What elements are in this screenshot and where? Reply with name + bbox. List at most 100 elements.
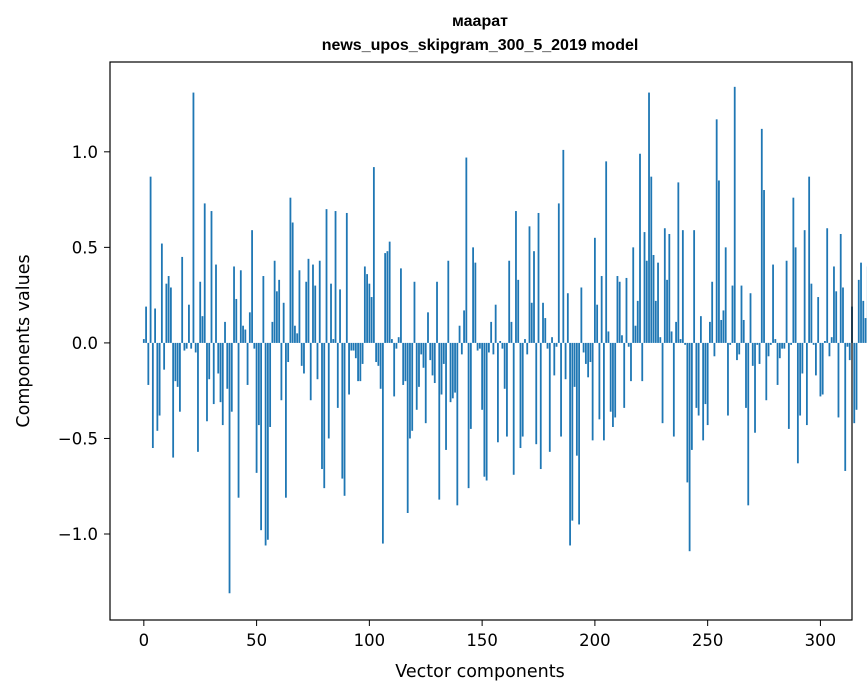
bar-34 — [219, 342, 222, 403]
bar-194 — [580, 287, 583, 343]
bar-140 — [458, 325, 461, 343]
bar-101 — [370, 297, 373, 343]
bar-118 — [409, 342, 411, 439]
bar-282 — [778, 342, 781, 359]
bar-263 — [736, 342, 738, 361]
bar-3 — [149, 176, 152, 343]
bar-67 — [294, 325, 296, 343]
bar-175 — [537, 212, 540, 343]
bar-262 — [733, 86, 736, 343]
bar-156 — [494, 304, 497, 343]
bar-144 — [467, 342, 470, 489]
bar-272 — [756, 342, 759, 345]
bar-59 — [275, 291, 278, 343]
bar-310 — [842, 287, 844, 343]
bar-249 — [704, 342, 707, 405]
bar-220 — [639, 153, 641, 343]
bar-115 — [402, 342, 405, 385]
bar-141 — [460, 342, 463, 355]
bar-276 — [765, 342, 768, 401]
bar-52 — [260, 342, 262, 531]
bar-264 — [738, 342, 741, 355]
bar-247 — [699, 316, 702, 343]
bar-307 — [835, 291, 838, 343]
bar-296 — [810, 283, 813, 343]
bar-26 — [201, 316, 204, 343]
bar-304 — [828, 342, 831, 357]
bar-290 — [796, 342, 799, 464]
bar-130 — [436, 281, 438, 343]
bar-58 — [273, 260, 276, 343]
bar-7 — [158, 342, 161, 416]
bar-148 — [476, 342, 479, 351]
bar-93 — [352, 342, 355, 351]
bar-13 — [172, 342, 175, 458]
bar-133 — [442, 342, 445, 364]
bar-81 — [325, 209, 328, 343]
bar-258 — [724, 247, 727, 343]
bar-219 — [636, 300, 639, 343]
bar-250 — [706, 342, 709, 426]
bar-199 — [591, 342, 594, 441]
bar-135 — [447, 260, 450, 343]
bar-163 — [510, 321, 513, 343]
bar-315 — [853, 342, 856, 424]
bar-54 — [264, 342, 267, 546]
bar-161 — [506, 342, 508, 437]
bar-213 — [623, 342, 626, 408]
bar-145 — [469, 342, 472, 429]
bar-269 — [749, 293, 752, 343]
bar-111 — [393, 342, 396, 397]
bar-268 — [747, 342, 750, 506]
bar-29 — [208, 342, 211, 380]
bar-190 — [571, 342, 574, 521]
bar-170 — [526, 342, 529, 355]
bar-44 — [242, 325, 244, 343]
bar-150 — [481, 342, 484, 410]
bar-127 — [429, 342, 432, 361]
bar-40 — [233, 266, 235, 343]
bar-112 — [395, 342, 398, 349]
y-axis-label: Components values — [14, 254, 34, 427]
bar-251 — [709, 321, 711, 343]
bar-217 — [632, 247, 635, 343]
bar-33 — [217, 342, 220, 374]
bar-177 — [542, 302, 544, 343]
bar-248 — [702, 342, 705, 441]
bar-77 — [316, 342, 319, 380]
bars-group — [142, 86, 867, 594]
bar-320 — [864, 318, 867, 343]
bar-86 — [336, 342, 339, 408]
bar-92 — [350, 342, 353, 351]
bar-209 — [614, 342, 617, 418]
bar-31 — [212, 342, 215, 405]
bar-108 — [386, 251, 389, 343]
bar-298 — [815, 342, 817, 376]
bar-188 — [566, 293, 569, 343]
bar-197 — [587, 342, 590, 378]
chart-title-line-1: маарат — [452, 13, 508, 30]
bar-105 — [379, 342, 382, 389]
bar-75 — [312, 264, 314, 343]
y-tick-label-0: −1.0 — [58, 525, 98, 544]
bar-60 — [278, 279, 281, 343]
bar-153 — [487, 342, 490, 353]
bar-302 — [824, 341, 826, 343]
bar-253 — [713, 342, 716, 357]
bar-139 — [456, 342, 459, 506]
x-tick-label-0: 0 — [139, 631, 150, 650]
bar-164 — [512, 342, 515, 475]
bar-200 — [593, 237, 596, 343]
bar-104 — [377, 342, 380, 366]
bar-291 — [799, 342, 802, 416]
bar-95 — [357, 342, 359, 382]
bar-216 — [630, 342, 632, 382]
bar-46 — [246, 342, 249, 385]
bar-124 — [422, 342, 425, 368]
x-tick-label-4: 200 — [579, 631, 611, 650]
bar-270 — [751, 342, 754, 366]
bar-169 — [524, 339, 526, 343]
bar-203 — [600, 276, 603, 343]
bar-152 — [485, 342, 488, 481]
bar-38 — [228, 342, 231, 594]
